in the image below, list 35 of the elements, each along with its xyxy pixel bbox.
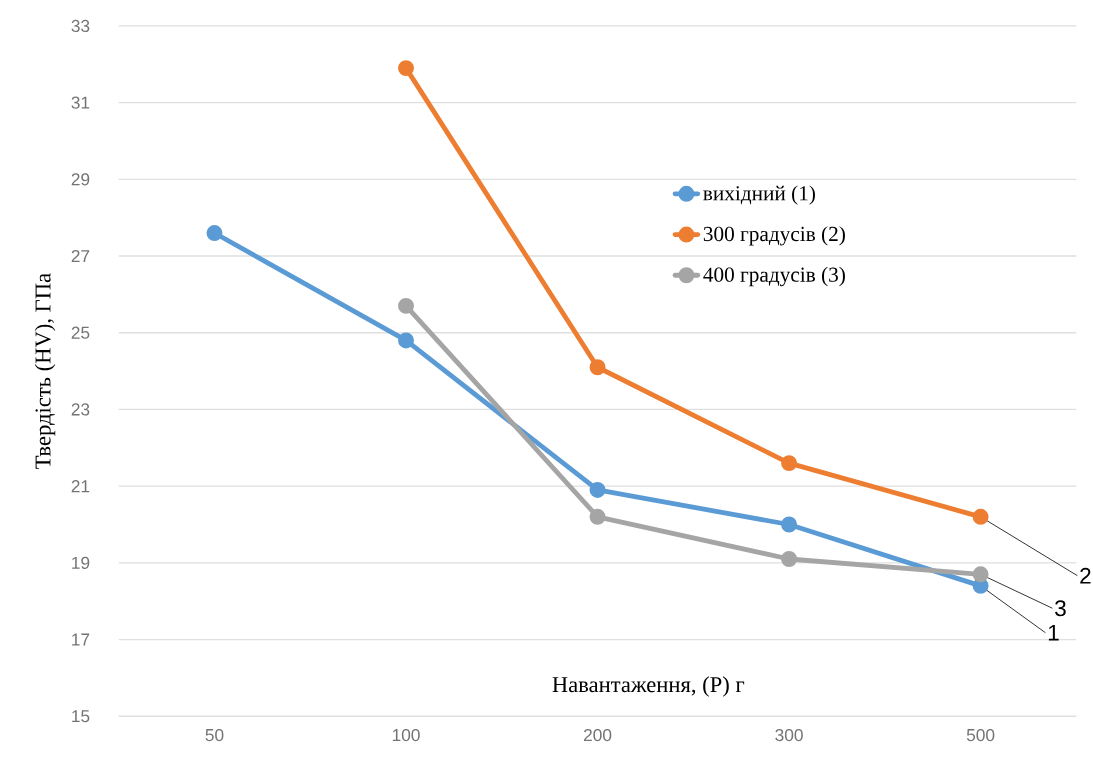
y-tick-label: 27: [71, 249, 90, 263]
x-tick-label: 50: [205, 728, 224, 742]
point: [972, 566, 989, 583]
y-tick-label: 21: [71, 480, 90, 493]
annotation: 1: [1048, 624, 1059, 641]
point: [589, 508, 606, 525]
y-tick-label: 33: [71, 19, 90, 32]
y-tick-label: 25: [71, 326, 90, 339]
y-axis-title: Твердість (HV), ГПа: [34, 273, 56, 469]
point: [398, 60, 414, 77]
x-tick-label: 500: [966, 728, 995, 742]
x-axis-title: Навантаження, (P) г: [552, 676, 745, 697]
legend-label: 400 градусів (3): [703, 266, 845, 287]
x-tick-label: 200: [583, 728, 612, 742]
y-tick-label: 23: [71, 403, 90, 416]
y-tick-label: 29: [71, 173, 90, 186]
legend-label: 300 градусів (2): [703, 226, 845, 246]
point: [781, 516, 798, 533]
x-tick-label: 100: [392, 728, 420, 742]
y-tick-label: 17: [72, 633, 90, 646]
point: [206, 224, 223, 241]
point: [398, 297, 414, 314]
annotation: 2: [1080, 567, 1091, 584]
point: [589, 481, 606, 498]
y-tick-label: 19: [72, 556, 90, 569]
x-tick-label: 300: [775, 728, 803, 742]
point: [781, 550, 798, 567]
point: [398, 332, 414, 349]
point: [781, 455, 798, 472]
point: [972, 508, 989, 525]
point: [589, 359, 606, 376]
annotation: 3: [1055, 600, 1066, 617]
y-tick-label: 31: [71, 96, 90, 109]
y-tick-label: 15: [72, 710, 90, 723]
legend-label: вихідний (1): [703, 185, 815, 205]
